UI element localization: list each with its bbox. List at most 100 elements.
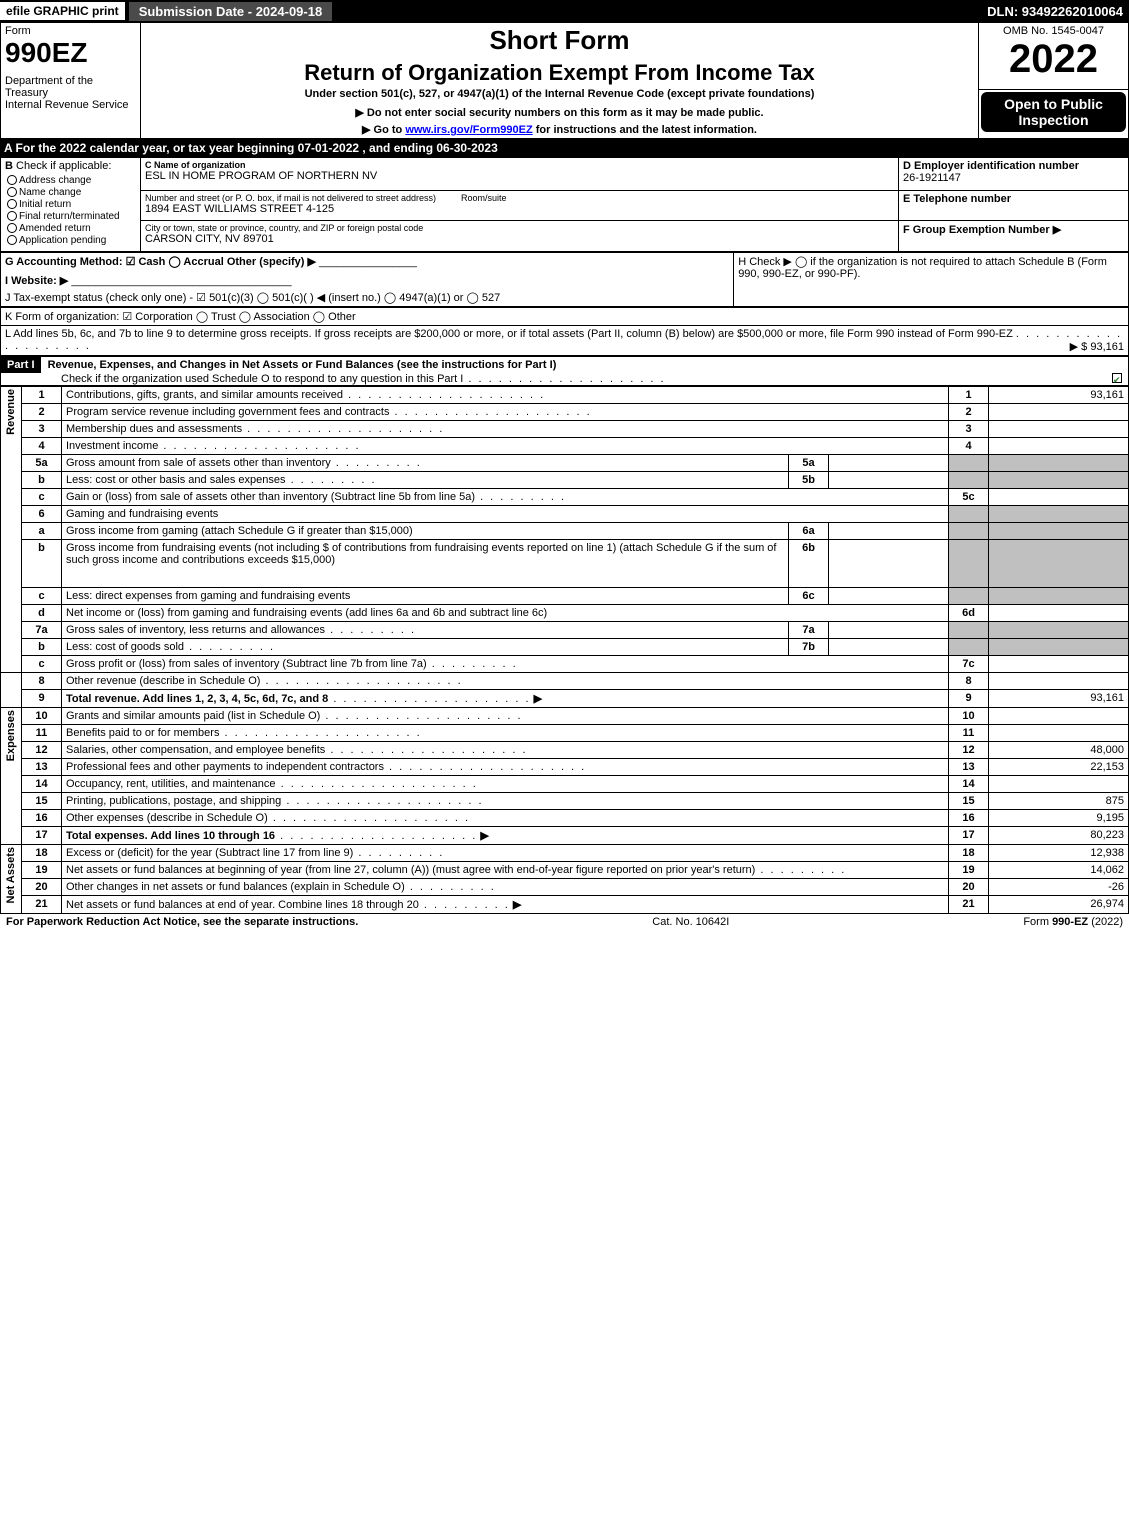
submission-date: Submission Date - 2024-09-18 (129, 2, 333, 21)
line-15-amt: 875 (989, 793, 1129, 810)
top-bar: efile GRAPHIC print Submission Date - 20… (0, 0, 1129, 22)
title-block: Short Form Return of Organization Exempt… (141, 23, 979, 139)
info-table: B Check if applicable: Address change Na… (0, 157, 1129, 252)
line-21: Net assets or fund balances at end of ye… (62, 896, 949, 914)
street: 1894 EAST WILLIAMS STREET 4-125 (145, 203, 894, 215)
tax-year: 2022 (983, 37, 1124, 82)
dln: DLN: 93492262010064 (987, 4, 1129, 19)
section-k: K Form of organization: ☑ Corporation ◯ … (1, 308, 1129, 326)
schedule-o-check[interactable] (1112, 373, 1122, 383)
line-2: Program service revenue including govern… (62, 404, 949, 421)
line-11: Benefits paid to or for members (62, 725, 949, 742)
line-15: Printing, publications, postage, and shi… (62, 793, 949, 810)
paperwork-notice: For Paperwork Reduction Act Notice, see … (6, 916, 358, 928)
line-7b: Less: cost of goods sold (62, 639, 789, 656)
part1-sub: Check if the organization used Schedule … (1, 373, 463, 385)
line-18: Excess or (deficit) for the year (Subtra… (62, 845, 949, 862)
line-4: Investment income (62, 438, 949, 455)
open-inspection-cell: Open to Public Inspection (979, 90, 1129, 139)
line-8: Other revenue (describe in Schedule O) (62, 673, 949, 690)
line-6b: Gross income from fundraising events (no… (62, 540, 789, 588)
line-20: Other changes in net assets or fund bala… (62, 879, 949, 896)
line-18-amt: 12,938 (989, 845, 1129, 862)
omb-cell: OMB No. 1545-0047 2022 (979, 23, 1129, 90)
section-j: J Tax-exempt status (check only one) - ☑… (5, 292, 500, 304)
goto-line: ▶ Go to www.irs.gov/Form990EZ for instru… (145, 123, 974, 136)
line-6d: Net income or (loss) from gaming and fun… (62, 605, 949, 622)
line-14: Occupancy, rent, utilities, and maintena… (62, 776, 949, 793)
department: Department of the Treasury Internal Reve… (5, 75, 136, 111)
kl-table: K Form of organization: ☑ Corporation ◯ … (0, 307, 1129, 356)
section-a: A For the 2022 calendar year, or tax yea… (0, 139, 1129, 157)
line-3: Membership dues and assessments (62, 421, 949, 438)
ein-cell: D Employer identification number 26-1921… (899, 158, 1129, 191)
phone-cell: E Telephone number (899, 190, 1129, 221)
line-16-amt: 9,195 (989, 810, 1129, 827)
ghij-table: G Accounting Method: ☑ Cash ◯ Accrual Ot… (0, 252, 1129, 307)
omb-no: OMB No. 1545-0047 (983, 25, 1124, 37)
part1-header: Part I Revenue, Expenses, and Changes in… (0, 356, 1129, 386)
line-13-amt: 22,153 (989, 759, 1129, 776)
line-12: Salaries, other compensation, and employ… (62, 742, 949, 759)
org-name: ESL IN HOME PROGRAM OF NORTHERN NV (145, 170, 894, 182)
checkbox-list: Address change Name change Initial retur… (5, 172, 136, 249)
line-16: Other expenses (describe in Schedule O) (62, 810, 949, 827)
under-section: Under section 501(c), 527, or 4947(a)(1)… (145, 88, 974, 100)
short-form: Short Form (145, 25, 974, 56)
street-cell: Number and street (or P. O. box, if mail… (141, 190, 899, 221)
line-6c: Less: direct expenses from gaming and fu… (62, 588, 789, 605)
line-6: Gaming and fundraising events (62, 506, 949, 523)
part1-label: Part I (1, 357, 41, 373)
line-10: Grants and similar amounts paid (list in… (62, 708, 949, 725)
group-exemption-cell: F Group Exemption Number ▶ (899, 221, 1129, 252)
line-1: Contributions, gifts, grants, and simila… (62, 387, 949, 404)
line-13: Professional fees and other payments to … (62, 759, 949, 776)
line-20-amt: -26 (989, 879, 1129, 896)
line-7a: Gross sales of inventory, less returns a… (62, 622, 789, 639)
line-7c: Gross profit or (loss) from sales of inv… (62, 656, 949, 673)
chk-initial[interactable]: Initial return (7, 199, 134, 210)
chk-amended[interactable]: Amended return (7, 223, 134, 234)
chk-name[interactable]: Name change (7, 187, 134, 198)
org-name-cell: C Name of organization ESL IN HOME PROGR… (141, 158, 899, 191)
chk-address[interactable]: Address change (7, 175, 134, 186)
city: CARSON CITY, NV 89701 (145, 233, 894, 245)
chk-final[interactable]: Final return/terminated (7, 211, 134, 222)
return-title: Return of Organization Exempt From Incom… (145, 60, 974, 86)
header-table: Form 990EZ Department of the Treasury In… (0, 22, 1129, 139)
line-9: Total revenue. Add lines 1, 2, 3, 4, 5c,… (62, 690, 949, 708)
line-5a: Gross amount from sale of assets other t… (62, 455, 789, 472)
section-b: B Check if applicable: Address change Na… (1, 158, 141, 252)
line-5c: Gain or (loss) from sale of assets other… (62, 489, 949, 506)
city-cell: City or town, state or province, country… (141, 221, 899, 252)
chk-pending[interactable]: Application pending (7, 235, 134, 246)
line-19-amt: 14,062 (989, 862, 1129, 879)
line-17-amt: 80,223 (989, 827, 1129, 845)
section-g: G Accounting Method: ☑ Cash ◯ Accrual Ot… (1, 253, 734, 307)
line-12-amt: 48,000 (989, 742, 1129, 759)
lines-table: Revenue 1 Contributions, gifts, grants, … (0, 386, 1129, 914)
form-id-cell: Form 990EZ Department of the Treasury In… (1, 23, 141, 139)
netassets-side: Net Assets (1, 845, 22, 914)
line-21-amt: 26,974 (989, 896, 1129, 914)
ein: 26-1921147 (903, 172, 961, 184)
catalog-no: Cat. No. 10642I (652, 916, 729, 928)
footer: For Paperwork Reduction Act Notice, see … (0, 914, 1129, 930)
section-h: H Check ▶ ◯ if the organization is not r… (734, 253, 1129, 307)
line-5b: Less: cost or other basis and sales expe… (62, 472, 789, 489)
expenses-side: Expenses (1, 708, 22, 845)
gross-receipts: ▶ $ 93,161 (1070, 340, 1124, 353)
line-9-amt: 93,161 (989, 690, 1129, 708)
line-17: Total expenses. Add lines 10 through 16 … (62, 827, 949, 845)
line-1-amt: 93,161 (989, 387, 1129, 404)
open-inspection: Open to Public Inspection (981, 92, 1126, 132)
efile-label: efile GRAPHIC print (0, 2, 125, 20)
line-6a: Gross income from gaming (attach Schedul… (62, 523, 789, 540)
ssn-note: ▶ Do not enter social security numbers o… (145, 106, 974, 119)
revenue-side: Revenue (1, 387, 22, 673)
form-number: 990EZ (5, 37, 136, 69)
part1-title: Revenue, Expenses, and Changes in Net As… (44, 359, 557, 371)
form-ref: Form 990-EZ (2022) (1023, 916, 1123, 928)
line-19: Net assets or fund balances at beginning… (62, 862, 949, 879)
irs-link[interactable]: www.irs.gov/Form990EZ (405, 124, 532, 136)
